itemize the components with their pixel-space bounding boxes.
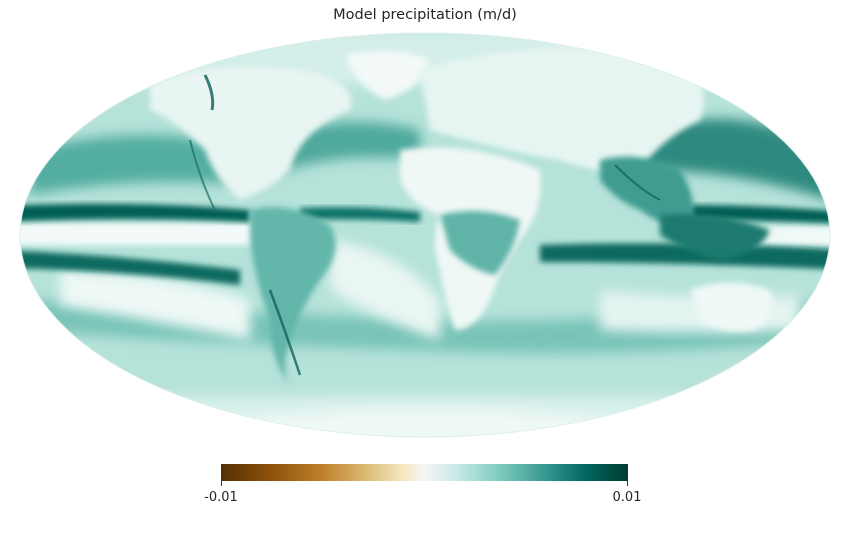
greenland-land bbox=[345, 51, 430, 100]
alaska-coast-accent bbox=[203, 74, 215, 111]
itcz-pacific-north bbox=[20, 203, 250, 222]
australia-land bbox=[690, 282, 773, 332]
spcz-east bbox=[20, 250, 240, 285]
north-america-land bbox=[150, 67, 352, 200]
precipitation-map bbox=[19, 32, 831, 438]
colorbar-tick-max bbox=[627, 481, 628, 486]
map-title: Model precipitation (m/d) bbox=[333, 7, 517, 23]
south-atlantic-dry-zone bbox=[330, 240, 440, 340]
equatorial-dry-band-west bbox=[20, 223, 260, 245]
colorbar-min-label: -0.01 bbox=[204, 490, 238, 505]
andes-accent bbox=[268, 289, 302, 376]
south-asia-monsoon bbox=[600, 156, 694, 230]
colorbar-tick-min bbox=[221, 481, 222, 486]
indian-ocean-rain-band bbox=[540, 243, 830, 270]
se-pacific-dry-zone bbox=[60, 270, 250, 340]
central-africa-wet bbox=[440, 211, 520, 275]
north-pacific-storm-track bbox=[30, 135, 250, 195]
south-america-land bbox=[250, 207, 336, 385]
itcz-atlantic bbox=[300, 207, 420, 222]
colorbar-max-label: 0.01 bbox=[612, 490, 642, 505]
colorbar bbox=[221, 464, 628, 481]
antarctica-land bbox=[220, 407, 630, 437]
himalaya-accent bbox=[614, 164, 661, 201]
globe-outline bbox=[19, 32, 831, 438]
eurasia-land bbox=[420, 47, 704, 172]
maritime-continent bbox=[660, 214, 770, 260]
west-coast-accent bbox=[189, 139, 216, 211]
